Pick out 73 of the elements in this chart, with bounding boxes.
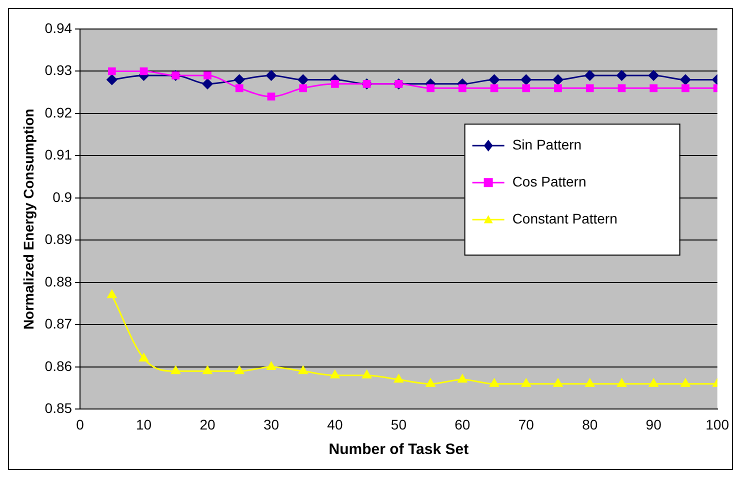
point [552, 74, 564, 85]
x-tick-label: 40 [327, 416, 343, 432]
point [235, 84, 244, 92]
point [107, 290, 117, 298]
point [266, 70, 276, 81]
point [650, 84, 658, 92]
point [680, 74, 691, 85]
point [682, 84, 690, 92]
point [331, 80, 339, 88]
point [554, 84, 562, 92]
x-tick-label: 30 [263, 416, 280, 432]
point [170, 366, 180, 374]
point [489, 74, 500, 85]
point [298, 366, 308, 374]
x-tick-label: 20 [200, 416, 216, 432]
x-tick-label: 10 [136, 416, 152, 432]
point [490, 378, 499, 387]
point [140, 67, 148, 76]
y-tick-label: 0.9 [52, 188, 72, 205]
point [362, 370, 372, 378]
y-tick-label: 0.88 [44, 273, 72, 290]
point [584, 70, 596, 81]
point [108, 67, 116, 76]
y-tick-label: 0.86 [44, 358, 72, 374]
point [106, 74, 118, 85]
point [521, 378, 531, 387]
point [426, 378, 436, 387]
x-tick-label: 70 [518, 416, 534, 432]
point [553, 378, 563, 387]
x-axis-title: Number of Task Set [328, 441, 469, 458]
point [648, 70, 659, 81]
y-tick-label: 0.87 [44, 316, 72, 332]
legend-label: Sin Pattern [512, 136, 582, 152]
point [458, 374, 468, 383]
point [202, 78, 213, 90]
point [586, 84, 594, 92]
point [522, 84, 530, 92]
point [139, 353, 148, 362]
point [266, 362, 276, 370]
point [330, 370, 340, 378]
point [618, 84, 626, 92]
y-tick-label: 0.93 [44, 62, 72, 78]
x-tick-label: 80 [582, 416, 598, 432]
point [648, 378, 658, 387]
point [299, 84, 308, 92]
x-tick-label: 50 [390, 416, 407, 432]
y-tick-label: 0.92 [44, 104, 72, 120]
point [394, 374, 404, 383]
legend-label: Cos Pattern [512, 173, 586, 190]
point [426, 84, 434, 92]
point [490, 84, 498, 92]
point [202, 366, 212, 374]
y-tick-label: 0.91 [44, 146, 72, 163]
y-tick-label: 0.85 [44, 400, 72, 416]
x-tick-label: 100 [706, 416, 730, 432]
point [204, 72, 212, 80]
y-axis-title: Normalized Energy Consumption [20, 108, 36, 330]
x-tick-label: 90 [646, 416, 662, 432]
point [585, 378, 595, 387]
point [298, 74, 308, 85]
x-tick-label: 60 [454, 416, 470, 432]
point [234, 74, 245, 85]
point [616, 70, 627, 81]
point [680, 378, 690, 387]
point [234, 366, 244, 374]
y-tick-label: 0.89 [44, 231, 72, 248]
point [458, 84, 466, 92]
point [617, 378, 626, 387]
y-tick-label: 0.94 [44, 20, 72, 36]
x-tick-label: 0 [76, 416, 84, 432]
point [267, 92, 276, 101]
point [520, 74, 532, 85]
legend-label: Constant Pattern [512, 210, 618, 226]
